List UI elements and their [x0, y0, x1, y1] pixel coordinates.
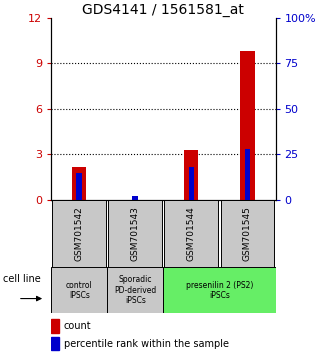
Bar	[220, 200, 275, 267]
Bar	[241, 51, 254, 200]
Bar	[107, 267, 163, 313]
Bar	[51, 319, 59, 333]
Bar	[245, 149, 250, 200]
Bar	[51, 337, 59, 350]
Text: GSM701543: GSM701543	[131, 206, 140, 261]
Text: GSM701542: GSM701542	[75, 206, 84, 261]
Text: cell line: cell line	[3, 274, 40, 284]
Text: GSM701545: GSM701545	[243, 206, 252, 261]
Text: GSM701544: GSM701544	[187, 206, 196, 261]
Text: presenilin 2 (PS2)
iPSCs: presenilin 2 (PS2) iPSCs	[186, 281, 253, 300]
Text: count: count	[64, 321, 91, 331]
Bar	[189, 167, 194, 200]
Bar	[51, 267, 107, 313]
Text: Sporadic
PD-derived
iPSCs: Sporadic PD-derived iPSCs	[114, 275, 156, 305]
Title: GDS4141 / 1561581_at: GDS4141 / 1561581_at	[82, 3, 244, 17]
Bar	[72, 167, 86, 200]
Bar	[163, 267, 276, 313]
Text: percentile rank within the sample: percentile rank within the sample	[64, 339, 229, 349]
Text: control
IPSCs: control IPSCs	[66, 281, 93, 300]
Bar	[108, 200, 162, 267]
Bar	[52, 200, 106, 267]
Bar	[133, 196, 138, 200]
Bar	[164, 200, 218, 267]
Bar	[76, 173, 82, 200]
Bar	[184, 150, 198, 200]
